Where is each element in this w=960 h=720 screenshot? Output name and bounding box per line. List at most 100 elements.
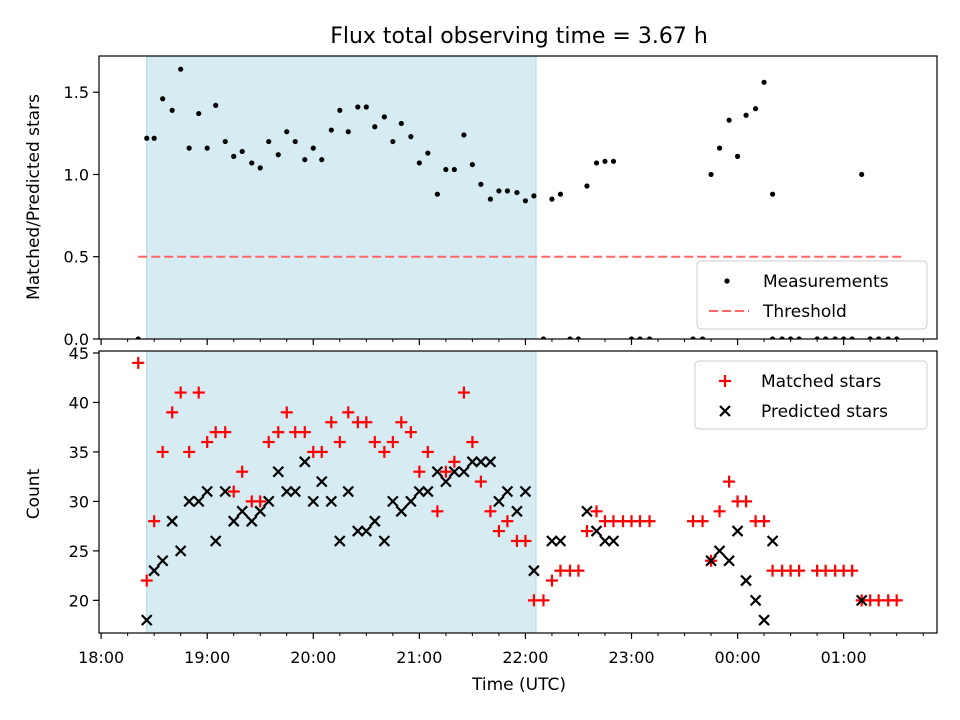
legend-box-bottom [694,360,928,430]
matched-stars-point-0 [132,356,145,369]
predicted-stars-point-40 [493,495,505,508]
ytick-label-top-0: 0.0 [64,330,89,349]
measurements-point-16 [275,152,281,158]
predicted-stars-point-12 [245,515,258,527]
measurements-point-58 [690,336,696,339]
predicted-stars-point-44 [528,564,540,577]
predicted-stars-point-24 [352,525,364,537]
predicted-stars-point-22 [334,535,346,547]
matched-stars-point-27 [368,436,381,449]
legend-label-threshold: Threshold [762,302,847,322]
predicted-stars-point-5 [183,495,195,508]
predicted-stars-point-1 [148,564,160,577]
matched-stars-point-22 [325,416,338,429]
measurements-point-1 [144,135,150,141]
measurements-point-43 [514,189,520,196]
measurements-point-55 [628,336,635,339]
matched-stars-point-40 [484,505,497,518]
predicted-stars-point-51 [705,554,717,567]
predicted-stars-point-13 [254,505,267,518]
measurements-point-37 [461,132,467,138]
measurements-point-79 [876,336,882,339]
measurements-point-61 [716,145,723,151]
predicted-stars-point-27 [378,535,391,547]
predicted-stars-point-19 [307,495,320,508]
measurements-point-32 [416,160,422,166]
predicted-stars-point-54 [731,525,744,537]
predicted-stars-point-39 [484,456,497,468]
predicted-stars-point-41 [501,485,514,498]
predicted-stars-point-58 [766,535,779,547]
measurements-point-12 [239,148,245,155]
measurements-point-13 [249,160,255,166]
matched-stars-point-52 [590,505,603,518]
measurements-point-19 [302,157,308,163]
predicted-stars-point-57 [758,614,770,626]
bottom-ylabel: Count [24,468,44,519]
xtick-label-5: 23:00 [608,648,654,667]
legend-swatch-matched-stars [719,375,731,387]
predicted-stars-point-21 [325,495,338,508]
matched-stars-point-14 [254,495,267,508]
measurements-point-29 [390,138,396,145]
matched-stars-point-51 [580,525,593,538]
predicted-stars-point-52 [713,545,726,557]
matched-stars-point-6 [183,445,196,458]
predicted-stars-point-2 [156,554,169,567]
ytick-label-bottom-2: 30 [69,492,89,511]
ytick-label-top-3: 1.5 [64,83,89,102]
predicted-stars-point-35 [448,465,461,478]
matched-stars-point-2 [148,515,161,528]
measurements-point-77 [859,171,865,178]
predicted-stars-point-56 [749,594,762,607]
predicted-stars-point-7 [201,485,213,498]
matched-stars-point-7 [192,386,205,399]
predicted-stars-point-31 [413,485,426,498]
matched-stars-point-30 [395,416,408,429]
measurements-point-47 [549,196,555,202]
xtick-label-6: 00:00 [715,648,761,667]
predicted-stars-point-16 [280,485,293,498]
measurements-point-56 [637,336,643,339]
top-ylabel: Matched/Predicted stars [24,94,44,300]
xtick-label-2: 20:00 [290,648,336,667]
matched-stars-point-62 [713,505,726,518]
matched-stars-point-42 [501,515,514,528]
measurements-point-63 [734,153,741,159]
predicted-stars-point-10 [227,515,240,527]
measurements-point-24 [345,129,351,135]
predicted-stars-point-6 [192,495,205,508]
measurements-point-46 [540,336,547,339]
measurements-point-35 [443,166,449,173]
measurements-point-78 [867,336,873,339]
predicted-stars-point-15 [272,465,285,478]
predicted-stars-point-45 [546,535,558,547]
shaded-span-top [146,55,537,340]
predicted-stars-point-29 [395,505,408,518]
legend-box-top [696,260,928,330]
legend-swatch-measurements [724,278,730,284]
measurements-point-74 [832,336,838,339]
legend-bottom: Matched stars Predicted stars [694,360,928,430]
matched-stars-point-26 [360,416,373,429]
axes-frame-top [98,55,938,340]
matched-stars-point-46 [537,594,550,607]
measurements-point-76 [849,336,855,339]
measurements-point-73 [823,336,829,339]
measurements-point-34 [434,191,440,197]
measurements-point-39 [478,181,484,187]
matched-stars-point-81 [890,594,903,607]
xtick-label-1: 19:00 [184,648,230,667]
legend-swatch-predicted-stars [719,405,731,417]
measurements-point-21 [319,157,325,163]
predicted-stars-point-3 [166,515,178,527]
measurements-point-41 [496,188,502,194]
matched-stars-point-76 [846,564,859,577]
matched-stars-point-63 [723,475,736,488]
measurements-point-4 [169,107,175,113]
legend-label-measurements: Measurements [763,272,889,292]
predicted-stars-point-17 [289,485,302,498]
predicted-stars-point-0 [140,614,153,626]
xtick-label-3: 21:00 [396,648,442,667]
